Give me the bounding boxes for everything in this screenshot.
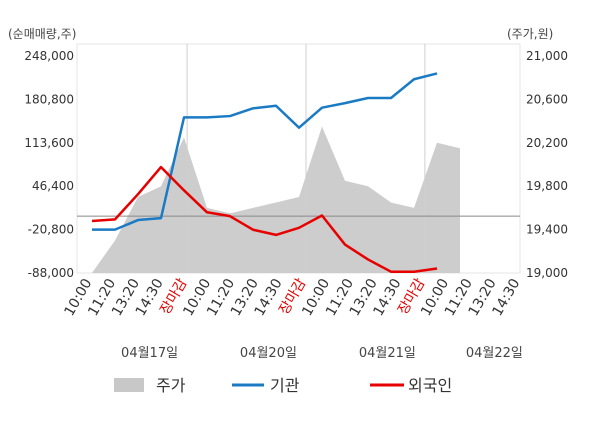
right-tick-label: 20,200 xyxy=(526,136,568,150)
right-tick-label: 21,000 xyxy=(526,49,568,63)
price-area-series xyxy=(92,126,460,274)
right-tick-label: 19,400 xyxy=(526,223,568,237)
left-tick-label: -88,000 xyxy=(28,266,74,280)
day-dividers xyxy=(186,44,426,273)
x-axis: 10:0011:2013:2014:30장마감10:0011:2013:2014… xyxy=(61,276,523,319)
legend-label-price: 주가 xyxy=(156,376,186,395)
date-label: 04월17일 xyxy=(121,346,178,361)
left-tick-label: 46,400 xyxy=(32,179,74,193)
right-axis-title: (주가,원) xyxy=(507,27,553,41)
right-axis: 21,000 20,600 20,200 19,800 19,400 19,000 xyxy=(526,49,568,280)
right-tick-label: 19,800 xyxy=(526,179,568,193)
series-line xyxy=(91,165,438,273)
series-line xyxy=(92,72,438,231)
right-tick-label: 20,600 xyxy=(526,92,568,106)
right-tick-label: 19,000 xyxy=(526,266,568,280)
left-tick-label: 180,800 xyxy=(24,92,74,106)
net-buy-lines xyxy=(91,72,438,273)
date-label: 04월21일 xyxy=(359,346,416,361)
left-axis: 248,000 180,800 113,600 46,400 -20,800 -88,00… xyxy=(24,49,74,280)
date-label: 04월22일 xyxy=(466,346,523,361)
date-labels: 04월17일 04월20일 04월21일 04월22일 xyxy=(121,346,523,361)
legend-swatch-price xyxy=(114,378,144,392)
price-area xyxy=(92,126,460,274)
left-tick-label: 248,000 xyxy=(24,49,74,63)
legend-label-institution: 기관 xyxy=(270,376,300,395)
date-label: 04월20일 xyxy=(240,346,297,361)
legend: 주가 기관 외국인 xyxy=(114,376,452,395)
legend-label-foreign: 외국인 xyxy=(408,376,452,395)
left-tick-label: -20,800 xyxy=(28,223,74,237)
left-axis-title: (순매매량,주) xyxy=(8,27,76,41)
left-tick-label: 113,600 xyxy=(24,136,74,150)
